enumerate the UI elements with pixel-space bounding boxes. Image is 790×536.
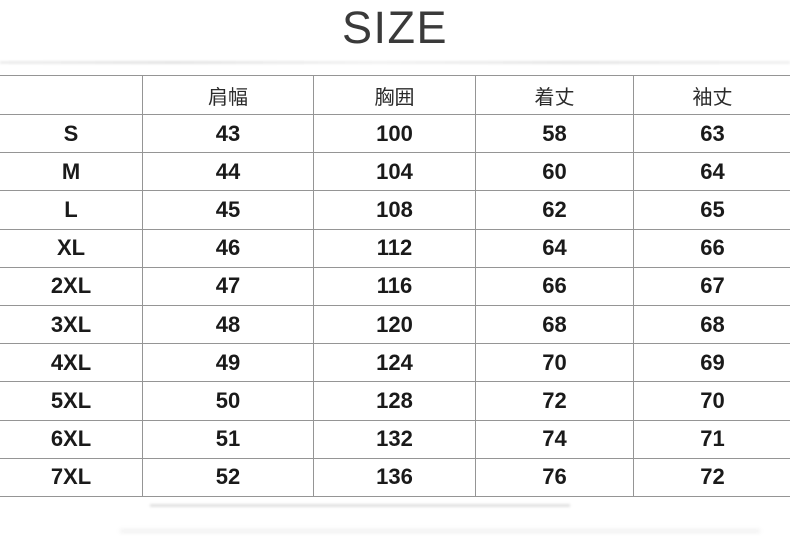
measurement-cell: 65 (633, 190, 790, 230)
measurement-cell: 44 (142, 152, 314, 192)
size-label-cell: 7XL (0, 457, 143, 498)
size-table: 肩幅 胸囲 着丈 袖丈 S 43 100 58 63 M 44 104 60 6… (0, 75, 790, 498)
size-row: XL 46 112 64 66 (0, 228, 790, 268)
measurement-cell: 70 (633, 381, 790, 421)
measurement-cell: 58 (475, 113, 634, 154)
measurement-cell: 136 (313, 457, 476, 498)
measurement-cell: 48 (142, 304, 314, 345)
measurement-cell: 76 (475, 457, 634, 498)
header-cell-sleeve-length: 袖丈 (633, 75, 790, 115)
size-label-cell: 4XL (0, 343, 143, 383)
measurement-cell: 120 (313, 304, 476, 345)
size-row: S 43 100 58 63 (0, 113, 790, 154)
measurement-cell: 62 (475, 190, 634, 230)
measurement-cell: 70 (475, 343, 634, 383)
size-row: 3XL 48 120 68 68 (0, 304, 790, 345)
measurement-cell: 60 (475, 152, 634, 192)
measurement-cell: 68 (633, 304, 790, 345)
size-row: 4XL 49 124 70 69 (0, 343, 790, 383)
measurement-cell: 51 (142, 419, 314, 459)
measurement-cell: 43 (142, 113, 314, 154)
measurement-cell: 45 (142, 190, 314, 230)
smudge-artifact-bottom-edge (120, 529, 760, 533)
header-cell-chest: 胸囲 (313, 75, 476, 115)
header-cell-shoulder-width: 肩幅 (142, 75, 314, 115)
measurement-cell: 68 (475, 304, 634, 345)
measurement-cell: 71 (633, 419, 790, 459)
size-label-cell: 5XL (0, 381, 143, 421)
measurement-cell: 104 (313, 152, 476, 192)
size-label-cell: L (0, 190, 143, 230)
measurement-cell: 64 (475, 228, 634, 268)
measurement-cell: 124 (313, 343, 476, 383)
size-row: L 45 108 62 65 (0, 190, 790, 230)
size-row: 7XL 52 136 76 72 (0, 457, 790, 498)
measurement-cell: 74 (475, 419, 634, 459)
smudge-artifact-top (0, 61, 790, 64)
size-label-cell: S (0, 113, 143, 154)
measurement-cell: 66 (475, 266, 634, 306)
measurement-cell: 132 (313, 419, 476, 459)
measurement-cell: 63 (633, 113, 790, 154)
size-row: 2XL 47 116 66 67 (0, 266, 790, 306)
header-row: 肩幅 胸囲 着丈 袖丈 (0, 75, 790, 115)
smudge-artifact-bottom (150, 504, 570, 507)
measurement-cell: 47 (142, 266, 314, 306)
measurement-cell: 116 (313, 266, 476, 306)
size-label-cell: 3XL (0, 304, 143, 345)
measurement-cell: 66 (633, 228, 790, 268)
measurement-cell: 112 (313, 228, 476, 268)
measurement-cell: 67 (633, 266, 790, 306)
measurement-cell: 100 (313, 113, 476, 154)
measurement-cell: 128 (313, 381, 476, 421)
size-row: 6XL 51 132 74 71 (0, 419, 790, 459)
measurement-cell: 69 (633, 343, 790, 383)
measurement-cell: 64 (633, 152, 790, 192)
measurement-cell: 46 (142, 228, 314, 268)
measurement-cell: 72 (633, 457, 790, 498)
header-cell-size (0, 75, 143, 115)
size-row: 5XL 50 128 72 70 (0, 381, 790, 421)
size-label-cell: XL (0, 228, 143, 268)
header-cell-body-length: 着丈 (475, 75, 634, 115)
measurement-cell: 52 (142, 457, 314, 498)
measurement-cell: 72 (475, 381, 634, 421)
size-label-cell: M (0, 152, 143, 192)
size-row: M 44 104 60 64 (0, 152, 790, 192)
size-label-cell: 6XL (0, 419, 143, 459)
measurement-cell: 50 (142, 381, 314, 421)
measurement-cell: 108 (313, 190, 476, 230)
page-title: SIZE (341, 2, 449, 53)
size-label-cell: 2XL (0, 266, 143, 306)
measurement-cell: 49 (142, 343, 314, 383)
